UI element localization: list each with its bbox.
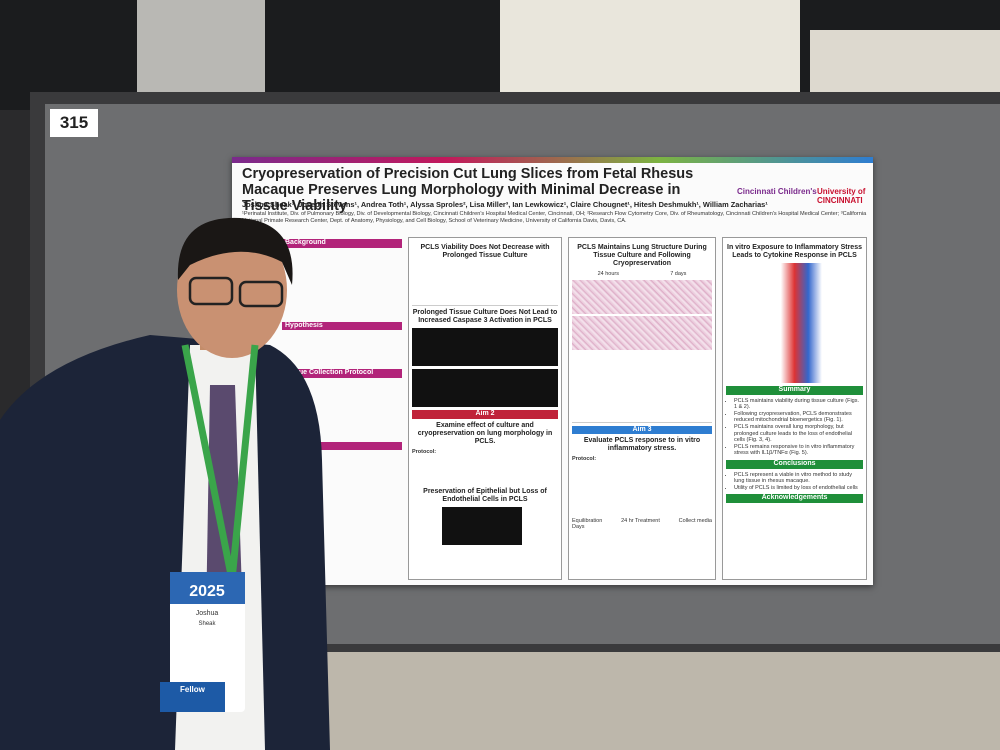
section-heading: Tissue Collection Protocol [282,369,402,378]
bullet: PCLS maintains overall lung morphology, … [734,424,863,444]
section-heading: Background [282,239,402,248]
timeline-label: 24 hr Treatment [621,517,660,524]
section-heading: In vitro Exposure to Inflammatory Stress… [727,244,862,259]
poster: Cryopreservation of Precision Cut Lung S… [232,157,873,585]
badge-header [170,572,245,604]
summary-list: PCLS maintains viability during tissue c… [726,398,863,457]
figure [572,315,712,350]
logo: Cincinnati Children's [737,187,817,196]
label: Protocol: [572,456,597,463]
figure [412,369,558,407]
section-heading: Prolonged Tissue Culture Does Not Lead t… [412,309,558,324]
column: PCLS Viability Does Not Decrease with Pr… [408,237,562,580]
bullet: Utility of PCLS is limited by loss of en… [734,485,863,492]
section-heading: Hypothesis [282,321,402,331]
badge [170,572,245,712]
section-heading: Summary [726,386,863,395]
bullet: PCLS represent a viable in vitro method … [734,472,863,485]
bullet: Following cryopreservation, PCLS demonst… [734,411,863,424]
badge-name: Joshua [196,610,219,617]
section-heading: Acknowledgements [726,494,863,503]
hair [177,217,293,285]
poster-bar [232,157,873,163]
badge-role: Fellow [180,685,206,694]
label: Protocol: [412,448,437,455]
section-heading: PCLS Viability Does Not Decrease with Pr… [420,244,550,259]
badge-ribbon [160,682,225,712]
glasses [238,280,284,308]
badge-name: Sheak [198,621,216,627]
section-heading: Aim 2 [412,410,558,419]
section-heading: Conclusions [726,459,863,469]
aim-text: Evaluate PCLS response to in vitro infla… [583,437,701,453]
poster-title: Cryopreservation of Precision Cut Lung S… [242,166,694,214]
bullet: PCLS remains responsive to in vitro infl… [734,444,863,457]
glasses [188,276,234,306]
column: PCLS Maintains Lung Structure During Tis… [568,237,716,580]
aim-text: Examine effect of culture and cryopreser… [417,421,553,445]
affiliations: ¹Perinatal Institute, Div. of Pulmonary … [242,211,867,224]
figure [572,279,712,314]
ceiling-panel [500,0,800,110]
column: In vitro Exposure to Inflammatory Stress… [722,237,867,580]
booth-number: 315 [50,109,98,137]
panel-label: 24 hours [597,271,619,277]
section-heading: Aim 3 [572,425,712,435]
bullet: PCLS maintains viability during tissue c… [734,398,863,411]
logo: University of CINCINNATI [817,187,866,205]
timeline-label: Collect media [678,517,712,524]
timeline-label: Days [572,524,585,531]
panel-label: 7 days [670,271,687,277]
figure [412,328,558,366]
section-heading: Preservation of Epithelial but Loss of E… [423,488,547,504]
section-heading: PCLS Maintains Lung Structure During Tis… [577,244,707,267]
badge-year: 2025 [189,583,225,600]
conclusion-list: PCLS represent a viable in vitro method … [726,472,863,492]
figure [726,263,863,383]
figure [442,507,522,546]
pillar [137,0,265,100]
timeline-label: Equilibration [572,517,603,524]
authors: Joshua Sheak¹, Joseph Stevens¹, Andrea T… [242,200,768,209]
